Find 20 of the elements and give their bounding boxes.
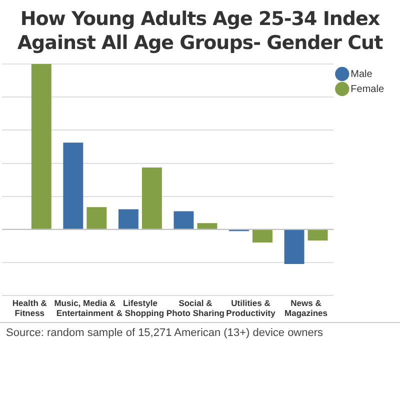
bar <box>31 64 52 228</box>
source-note: Source: random sample of 15,271 American (13+) device owners <box>0 322 400 342</box>
bar <box>284 229 304 264</box>
x-tick-label: News & Magazines <box>284 298 328 318</box>
bar <box>174 210 194 228</box>
x-tick-label: Health & Fitness <box>12 298 47 318</box>
bar <box>118 208 138 228</box>
bar <box>308 229 328 240</box>
legend-label: Male <box>350 68 373 80</box>
bar <box>197 222 218 228</box>
x-tick-label: Social & Photo Sharing <box>166 298 225 318</box>
x-tick-label: Utilities & Productivity <box>226 298 276 318</box>
bar <box>252 229 272 242</box>
bar <box>142 167 162 228</box>
x-tick-label: Lifestyle & Shopping <box>116 298 164 318</box>
bar <box>86 206 107 228</box>
chart-title: How Young Adults Age 25-34 Index Against All Age Groups- Gender Cut <box>16 7 384 56</box>
legend-label: Female <box>350 83 384 94</box>
bar <box>63 142 84 228</box>
x-tick-label: Music, Media & Entertainment <box>54 298 116 318</box>
